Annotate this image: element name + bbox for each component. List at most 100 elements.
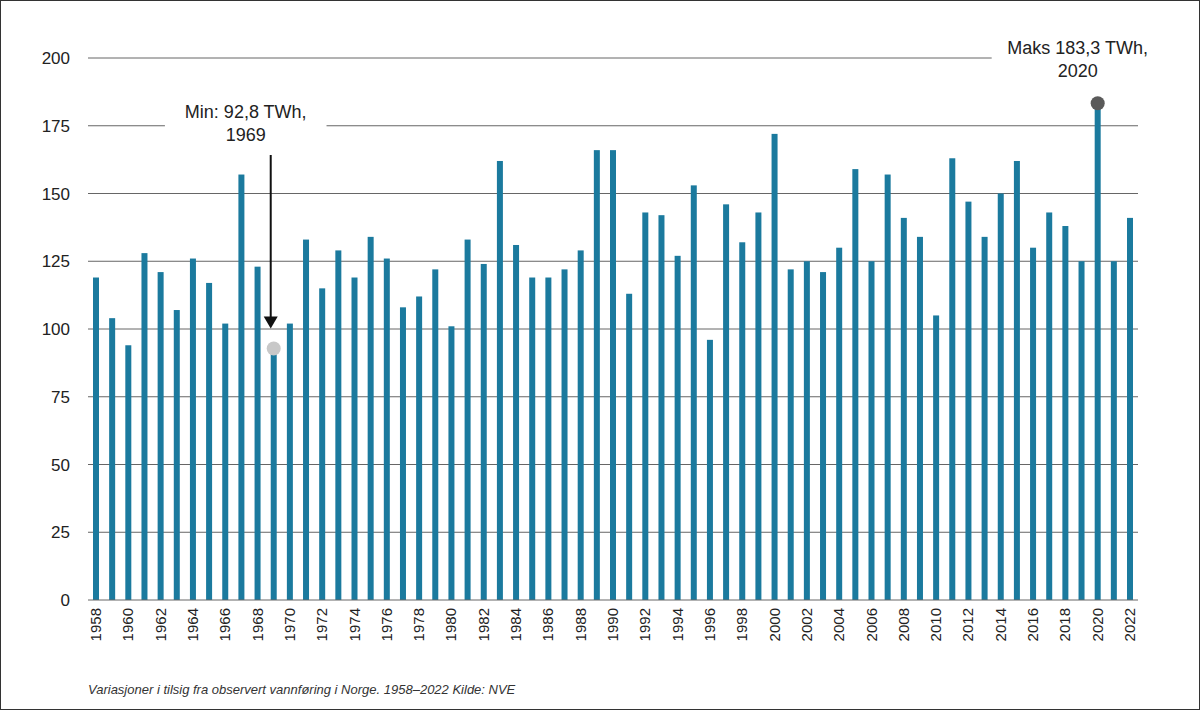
bar [384, 259, 390, 600]
bar [1079, 261, 1085, 600]
x-tick-label: 2006 [863, 608, 880, 641]
x-tick-label: 1996 [701, 608, 718, 641]
bar [642, 212, 648, 600]
x-tick-label: 2016 [1024, 608, 1041, 641]
bar [1046, 212, 1052, 600]
bar [545, 278, 551, 600]
bar [739, 242, 745, 600]
bar [610, 150, 616, 600]
bar [287, 324, 293, 600]
bar [400, 307, 406, 600]
bar [804, 261, 810, 600]
x-tick-label: 2004 [830, 608, 847, 641]
axis-line [88, 600, 1138, 601]
y-tick-label: 175 [42, 117, 70, 136]
x-tick-label: 2000 [766, 608, 783, 641]
bar [788, 269, 794, 600]
x-tick-label: 1998 [733, 608, 750, 641]
bar [174, 310, 180, 600]
x-tick-label: 1970 [281, 608, 298, 641]
bar [319, 288, 325, 600]
bar [255, 267, 261, 600]
bar [836, 248, 842, 600]
bar [206, 283, 212, 600]
bar [1127, 218, 1133, 600]
bar [497, 161, 503, 600]
x-tick-label: 1960 [119, 608, 136, 641]
bar [852, 169, 858, 600]
x-tick-label: 1982 [475, 608, 492, 641]
bar [125, 345, 131, 600]
x-tick-label: 1958 [87, 608, 104, 641]
annotation-dot [1091, 96, 1105, 110]
x-tick-label: 1974 [346, 608, 363, 641]
bar [368, 237, 374, 600]
bar [109, 318, 115, 600]
y-tick-label: 150 [42, 185, 70, 204]
bar [917, 237, 923, 600]
bar [352, 278, 358, 600]
bar [416, 296, 422, 600]
y-tick-label: 100 [42, 320, 70, 339]
bar [448, 326, 454, 600]
bar [481, 264, 487, 600]
bar [1111, 261, 1117, 600]
chart: 0255075100125150175200195819601962196419… [0, 0, 1200, 710]
bar [707, 340, 713, 600]
bar [303, 240, 309, 600]
bar [1062, 226, 1068, 600]
x-tick-label: 2018 [1056, 608, 1073, 641]
annotation-arrowhead [264, 317, 278, 329]
bar [562, 269, 568, 600]
x-tick-label: 1978 [410, 608, 427, 641]
x-tick-label: 2022 [1121, 608, 1138, 641]
caption: Variasjoner i tilsig fra observert vannf… [88, 682, 516, 697]
bar [982, 237, 988, 600]
bar [1030, 248, 1036, 600]
x-tick-label: 1984 [507, 608, 524, 641]
bar [238, 175, 244, 600]
bar [820, 272, 826, 600]
bar [594, 150, 600, 600]
bar [1014, 161, 1020, 600]
y-tick-label: 125 [42, 252, 70, 271]
x-tick-label: 1976 [378, 608, 395, 641]
y-tick-label: 50 [51, 456, 70, 475]
x-tick-label: 2008 [895, 608, 912, 641]
x-tick-label: 1994 [669, 608, 686, 641]
bar [658, 215, 664, 600]
x-tick-label: 1980 [442, 608, 459, 641]
x-tick-label: 1990 [604, 608, 621, 641]
y-tick-label: 200 [42, 49, 70, 68]
x-tick-label: 1968 [249, 608, 266, 641]
bar [998, 194, 1004, 601]
annotation-text: 1969 [226, 125, 266, 145]
bar [578, 250, 584, 600]
x-tick-label: 2020 [1089, 608, 1106, 641]
bar [190, 259, 196, 600]
bar [141, 253, 147, 600]
x-tick-label: 2012 [959, 608, 976, 641]
bar [723, 204, 729, 600]
annotation-text: Maks 183,3 TWh, [1007, 38, 1148, 58]
bar [529, 278, 535, 600]
bar [335, 250, 341, 600]
x-tick-label: 1992 [636, 608, 653, 641]
bar [93, 278, 99, 600]
x-tick-label: 2014 [992, 608, 1009, 641]
annotation-bg [165, 98, 327, 152]
bar [691, 185, 697, 600]
frame [1, 1, 1200, 710]
bar [626, 294, 632, 600]
x-tick-label: 1986 [539, 608, 556, 641]
bar [869, 261, 875, 600]
bar [158, 272, 164, 600]
annotation-arrow [270, 155, 272, 319]
bar [432, 269, 438, 600]
annotation-text: Min: 92,8 TWh, [185, 102, 307, 122]
bar [222, 324, 228, 600]
x-tick-label: 1962 [152, 608, 169, 641]
y-tick-label: 25 [51, 523, 70, 542]
bar [885, 175, 891, 600]
annotation-text: 2020 [1058, 61, 1098, 81]
